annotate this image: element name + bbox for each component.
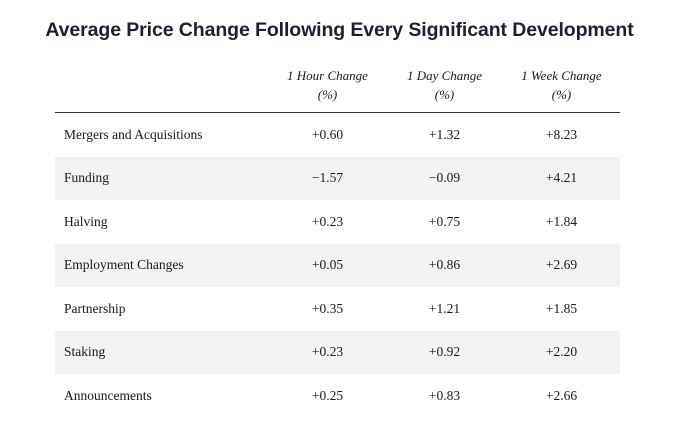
cell-1-hour-change: +0.60 [311, 126, 344, 142]
header-1-hour-label: 1 Hour Change [287, 68, 368, 83]
cell-1-week-change: +2.20 [545, 344, 578, 360]
row-category: Funding [64, 170, 110, 186]
header-1-day-label: 1 Day Change [406, 68, 483, 83]
header-1-week-unit: (%) [551, 87, 572, 102]
header-1-hour-change: 1 Hour Change (%) [269, 64, 386, 113]
cell-1-day-change: +1.21 [428, 300, 461, 316]
table-row: Staking +0.23 +0.92 +2.20 [55, 330, 620, 374]
cell-1-hour-change: +0.05 [311, 257, 344, 273]
cell-1-day-change: +1.32 [428, 126, 461, 142]
cell-1-day-change: +0.86 [428, 257, 461, 273]
table-row: Funding −1.57 −0.09 +4.21 [55, 156, 620, 200]
header-1-hour-unit: (%) [317, 87, 338, 102]
table-row: Partnership +0.35 +1.21 +1.85 [55, 287, 620, 331]
table-row: Mergers and Acquisitions +0.60 +1.32 +8.… [55, 113, 620, 157]
table-row: Halving +0.23 +0.75 +1.84 [55, 200, 620, 244]
cell-1-week-change: +1.84 [545, 213, 578, 229]
table-row: Announcements +0.25 +0.83 +2.66 [55, 374, 620, 418]
row-category: Employment Changes [64, 257, 184, 273]
row-category: Staking [64, 344, 106, 360]
table-header-row: 1 Hour Change (%) 1 Day Change (%) 1 Wee… [55, 64, 620, 113]
table-row: Employment Changes +0.05 +0.86 +2.69 [55, 243, 620, 287]
header-category [55, 64, 269, 113]
cell-1-week-change: +8.23 [545, 126, 578, 142]
header-1-day-change: 1 Day Change (%) [386, 64, 503, 113]
cell-1-hour-change: +0.23 [311, 344, 344, 360]
cell-1-hour-change: +0.25 [311, 387, 344, 403]
chart-title: Average Price Change Following Every Sig… [45, 19, 634, 41]
header-1-week-label: 1 Week Change [521, 68, 602, 83]
cell-1-hour-change: +0.35 [311, 300, 344, 316]
cell-1-week-change: +1.85 [545, 300, 578, 316]
header-1-day-unit: (%) [434, 87, 455, 102]
cell-1-day-change: +0.83 [428, 387, 461, 403]
cell-1-week-change: +2.69 [545, 257, 578, 273]
cell-1-day-change: +0.92 [428, 344, 461, 360]
cell-1-day-change: +0.75 [428, 213, 461, 229]
cell-1-week-change: +2.66 [545, 387, 578, 403]
row-category: Mergers and Acquisitions [64, 126, 203, 142]
price-change-table: 1 Hour Change (%) 1 Day Change (%) 1 Wee… [55, 64, 620, 418]
cell-1-hour-change: +0.23 [311, 213, 344, 229]
cell-1-hour-change: −1.57 [311, 170, 344, 186]
cell-1-week-change: +4.21 [545, 170, 578, 186]
row-category: Partnership [64, 300, 126, 316]
header-1-week-change: 1 Week Change (%) [503, 64, 620, 113]
cell-1-day-change: −0.09 [428, 170, 461, 186]
row-category: Announcements [64, 387, 152, 403]
row-category: Halving [64, 213, 108, 229]
